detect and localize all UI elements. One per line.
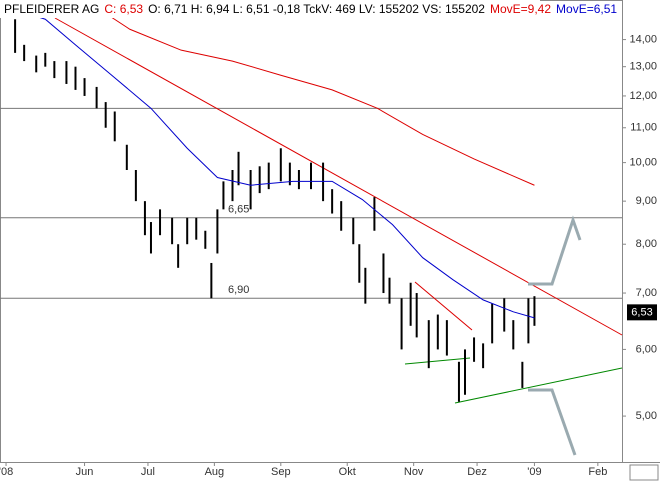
- header-field: C: 6,53: [104, 2, 143, 16]
- scroll-button[interactable]: [629, 464, 659, 481]
- moving-average: [99, 9, 535, 186]
- x-tick-label: Jun: [76, 466, 94, 478]
- y-tick-label: 11,00: [630, 122, 657, 134]
- trendline: [454, 367, 623, 404]
- last-price-label: 6,53: [631, 306, 652, 318]
- level-label: 6,65: [228, 204, 249, 216]
- trendline: [54, 17, 623, 336]
- plot: [14, 9, 536, 402]
- trendline: [404, 357, 471, 365]
- x-tick-label: Sep: [271, 466, 291, 478]
- x-tick-label: '09: [527, 466, 541, 478]
- y-tick-label: 5,00: [636, 410, 657, 422]
- header-bg: [0, 0, 540, 18]
- x-tick-label: Jul: [141, 466, 155, 478]
- levels: 6,65 6,90: [0, 107, 622, 299]
- y-tick-label: 9,00: [636, 195, 657, 207]
- arrow-up: [528, 215, 582, 286]
- header-field: MovE=6,51: [556, 2, 617, 16]
- moving-average: [14, 9, 535, 319]
- header-field: PFLEIDERER AG: [4, 2, 99, 16]
- projection-arrows: [528, 215, 582, 456]
- arrow-down: [528, 388, 577, 456]
- x-tick-label: '08: [0, 466, 13, 478]
- header-field: MovE=9,42: [490, 2, 551, 16]
- x-tick-label: Okt: [339, 466, 356, 478]
- last-price-box: [627, 304, 657, 321]
- y-tick-label: 8,00: [636, 238, 657, 250]
- trendlines: [54, 17, 623, 404]
- y-tick-label: 12,00: [629, 90, 657, 102]
- header-field: O: 6,71 H: 6,94 L: 6,51 -0,18 TckV: 469 …: [148, 2, 485, 16]
- trendline: [414, 281, 473, 331]
- x-tick-label: Dez: [467, 466, 487, 478]
- y-tick-label: 7,00: [636, 287, 657, 299]
- y-tick-label: 14,00: [629, 33, 657, 45]
- x-tick-label: Feb: [588, 466, 607, 478]
- y-tick-label: 10,00: [629, 157, 657, 169]
- y-tick-label: 6,00: [636, 343, 657, 355]
- level-label: 6,90: [228, 284, 249, 296]
- x-tick-label: Aug: [205, 466, 225, 478]
- y-tick-label: 13,00: [629, 61, 657, 73]
- axes: 5,00 6,00 7,00 8,00 9,00 10,00 11,00 12,00 13,00…: [0, 33, 657, 478]
- header: PFLEIDERER AG C: 6,53 O: 6,71 H: 6,94 L: 6…: [4, 2, 617, 16]
- x-tick-label: Nov: [404, 466, 424, 478]
